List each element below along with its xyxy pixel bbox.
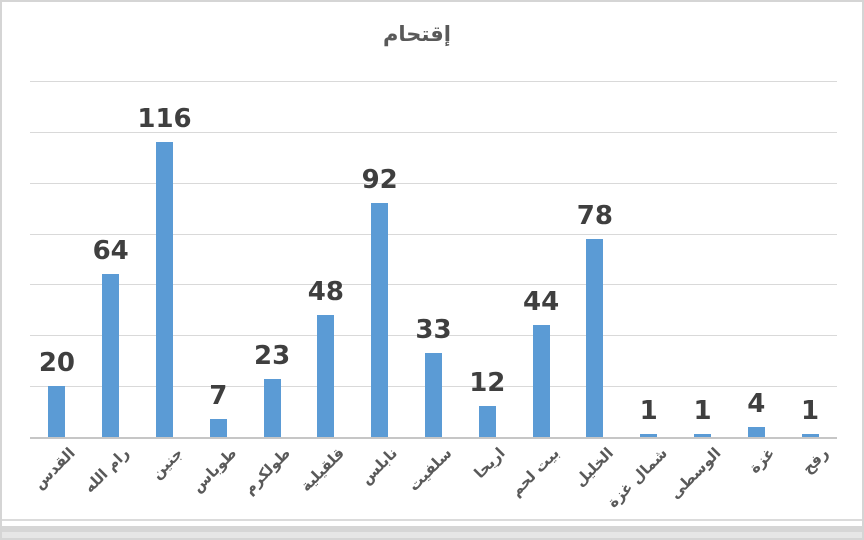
bar-value-label: 1: [801, 396, 820, 427]
category-label: طوباس: [188, 444, 241, 496]
category-label: الخليل: [570, 444, 617, 491]
bar: [640, 434, 658, 437]
bottom-strip-dark: [2, 526, 862, 532]
bar: [694, 434, 711, 437]
gridline: [30, 182, 837, 184]
bar: [317, 314, 335, 437]
plot-area: 20 القدس 64 رام الله 116 جنين 7 طوباس 23 طولكرم 48…: [30, 81, 837, 511]
gridline: [30, 335, 837, 337]
category-label: نابلس: [357, 444, 402, 489]
category-label: جنين: [147, 444, 187, 483]
bar-value-label: 4: [747, 388, 766, 419]
category-label: قلقيلية: [296, 444, 348, 496]
x-axis-line: [30, 437, 837, 439]
category-label: الوسطى: [665, 444, 725, 503]
bar: [747, 426, 765, 437]
category-label: رام الله: [80, 444, 133, 497]
bar: [371, 203, 389, 437]
bar-value-label: 1: [693, 396, 712, 427]
bar-value-label: 48: [307, 276, 344, 307]
bar: [801, 434, 819, 437]
gridline: [30, 81, 837, 82]
bar-value-label: 1: [639, 396, 658, 427]
bar-value-label: 12: [469, 368, 506, 399]
bar: [102, 274, 120, 437]
bar-value-label: 116: [137, 104, 192, 135]
bar: [48, 386, 66, 437]
bar: [156, 142, 173, 437]
category-label: رفح: [798, 444, 832, 478]
bar-value-label: 64: [92, 236, 129, 267]
bar: [586, 238, 604, 437]
gridline: [30, 284, 837, 286]
bar-value-label: 78: [576, 200, 613, 231]
gridline: [30, 233, 837, 235]
gridline: [30, 131, 837, 133]
category-label: بيت لحم: [506, 444, 563, 500]
bar: [425, 353, 442, 437]
chart-title: إقتحام: [383, 22, 451, 46]
bar-value-label: 44: [523, 287, 560, 318]
bar: [532, 325, 550, 437]
category-label: القدس: [29, 444, 79, 493]
bar: [263, 378, 281, 437]
bar-value-label: 7: [209, 381, 228, 412]
category-label: غزة: [745, 444, 779, 477]
category-label: طولكرم: [239, 444, 294, 498]
bar-value-label: 92: [361, 165, 398, 196]
bar-value-label: 20: [38, 348, 75, 379]
bar: [209, 419, 227, 437]
category-label: سلفيت: [404, 444, 456, 495]
category-label: اريحا: [470, 444, 510, 483]
bottom-strip-light: [2, 532, 862, 538]
bar-value-label: 23: [254, 340, 291, 371]
bar: [478, 406, 496, 437]
chart-bottom-border: [2, 519, 862, 521]
bar-value-label: 33: [415, 315, 452, 346]
